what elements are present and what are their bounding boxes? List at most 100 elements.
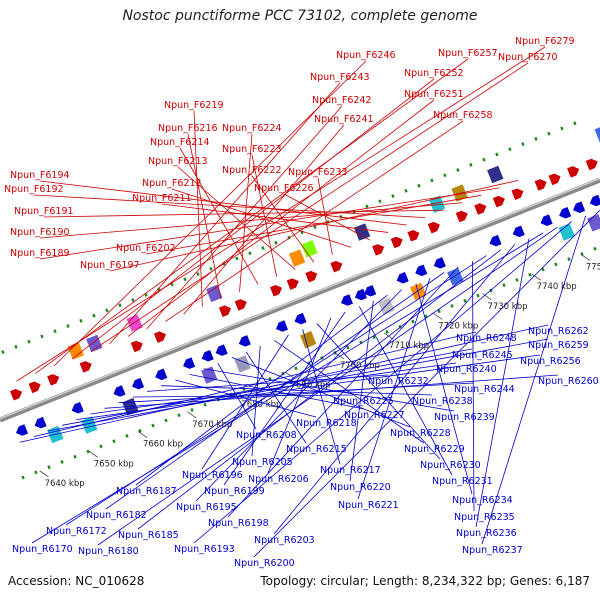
reverse-gene — [113, 385, 126, 397]
forward-leader-line — [146, 105, 343, 330]
reverse-gene-label: Npun_R6198 — [208, 518, 269, 529]
genome-backbone — [0, 177, 600, 423]
feature-block — [301, 240, 318, 258]
reverse-leader-line — [217, 362, 257, 430]
forward-gene-arrow — [330, 260, 343, 273]
reverse-track-dot — [515, 278, 519, 282]
tick-label: 7650 kbp — [94, 459, 134, 469]
tick-label: 7700 kbp — [340, 361, 380, 371]
forward-gene — [234, 299, 247, 311]
forward-gene-arrow — [372, 244, 385, 256]
reverse-gene — [512, 225, 525, 238]
gene-block — [558, 223, 575, 241]
forward-leader-line — [33, 194, 426, 218]
forward-track-dot — [378, 199, 382, 204]
forward-gene — [427, 221, 440, 234]
reverse-track-dot — [99, 444, 103, 449]
reverse-gene — [540, 214, 553, 226]
reverse-leader-line — [472, 261, 475, 512]
forward-track-dot — [495, 152, 499, 157]
forward-track-dot — [261, 246, 265, 250]
reverse-track-dot — [164, 418, 168, 423]
forward-leader-line — [35, 58, 469, 374]
forward-gene — [153, 331, 167, 343]
forward-gene-arrow — [305, 270, 318, 283]
reverse-gene-arrow — [415, 264, 428, 277]
reverse-gene-arrow — [340, 294, 354, 306]
forward-gene — [10, 388, 23, 401]
forward-gene-label: Npun_F6226 — [254, 183, 314, 194]
reverse-track-dot — [437, 309, 441, 314]
forward-track-dot — [560, 126, 564, 131]
forward-gene-label: Npun_F6251 — [404, 89, 464, 100]
reverse-leader-line — [195, 289, 402, 502]
tick-mark — [187, 411, 197, 419]
reverse-gene — [573, 201, 586, 213]
topology-summary: Topology: circular; Length: 8,234,322 bp… — [260, 574, 590, 588]
forward-gene — [534, 179, 547, 191]
forward-gene-arrow — [130, 340, 143, 353]
feature-block — [206, 284, 223, 303]
reverse-gene-label: Npun_R6185 — [118, 530, 179, 541]
forward-track-dot — [14, 344, 18, 349]
reverse-gene-label: Npun_R6234 — [452, 495, 513, 506]
reverse-gene-label: Npun_R6245 — [452, 350, 513, 361]
forward-track-dot — [482, 157, 486, 162]
reverse-gene-label: Npun_R6240 — [436, 364, 497, 375]
tick-label: 7740 kbp — [537, 282, 577, 292]
reverse-gene-arrow — [433, 257, 446, 269]
reverse-gene-label: Npun_R6172 — [46, 526, 107, 537]
forward-gene — [492, 195, 505, 208]
reverse-leader-line — [349, 300, 374, 482]
reverse-gene-label: Npun_R6228 — [390, 428, 451, 439]
forward-leader-line — [145, 194, 482, 255]
forward-leader-line — [177, 166, 296, 270]
forward-leader-line — [39, 180, 407, 226]
reverse-gene-label: Npun_R6196 — [182, 470, 243, 481]
tick-mark — [433, 313, 443, 320]
reverse-gene-arrow — [512, 225, 525, 238]
reverse-gene — [132, 377, 145, 390]
forward-gene — [286, 278, 299, 290]
reverse-leader-line — [274, 340, 425, 444]
reverse-gene-label: Npun_R6262 — [528, 326, 589, 337]
reverse-gene — [238, 335, 251, 347]
reverse-gene-label: Npun_R6180 — [78, 546, 139, 557]
forward-gene — [305, 270, 318, 283]
forward-track-dot — [196, 272, 200, 276]
reverse-track-dot — [242, 387, 246, 392]
reverse-gene — [559, 207, 572, 219]
accession-text: Accession: NC_010628 — [8, 574, 145, 588]
feature-block — [487, 165, 504, 184]
forward-gene-arrow — [270, 284, 283, 297]
reverse-track-dot — [476, 293, 480, 298]
forward-gene-label: Npun_F6194 — [10, 170, 70, 181]
forward-gene-label: Npun_F6233 — [288, 167, 348, 178]
reverse-track-dot — [580, 252, 584, 256]
gene-block — [353, 223, 371, 241]
gene-block — [300, 331, 317, 349]
reverse-gene-label: Npun_R6260 — [538, 376, 599, 387]
tick-mark — [137, 431, 148, 438]
tick-label: 7730 kbp — [487, 302, 527, 312]
reverse-leader-line — [193, 221, 572, 544]
tick-label: 7720 kbp — [438, 321, 478, 331]
reverse-track-dot — [190, 408, 194, 412]
reverse-track-dot — [34, 470, 38, 475]
reverse-track-dot — [385, 330, 389, 334]
forward-gene — [474, 203, 487, 215]
forward-track-dot — [235, 256, 239, 261]
reverse-leader-line — [357, 278, 431, 500]
reverse-gene — [433, 257, 446, 269]
reverse-gene-label: Npun_R6227 — [344, 410, 405, 421]
tick-mark — [482, 293, 492, 301]
forward-gene-label: Npun_F6190 — [10, 227, 70, 238]
reverse-leader-line — [267, 317, 332, 474]
forward-gene-arrow — [585, 158, 598, 171]
reverse-leader-line — [273, 243, 516, 535]
forward-gene-arrow — [511, 188, 524, 200]
tick-label: 7690 kbp — [291, 381, 331, 391]
reverse-track-dot — [502, 283, 506, 288]
reverse-gene-label: Npun_R6236 — [456, 528, 517, 539]
